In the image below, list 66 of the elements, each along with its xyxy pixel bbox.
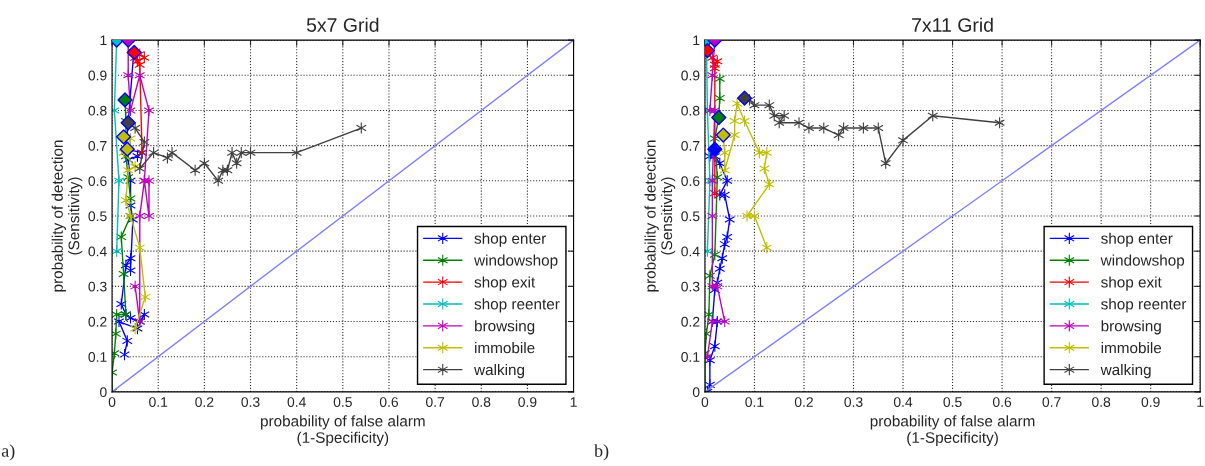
y-tick-label: 0.5 — [681, 211, 700, 222]
x-axis-title: probability of false alarm (1-Specificity) — [261, 415, 425, 446]
legend-label: immobile — [1101, 342, 1162, 354]
legend-label: shop reenter — [474, 298, 560, 313]
legend-label: immobile — [475, 342, 535, 354]
x-tick-label: 0.7 — [426, 397, 445, 407]
legend-label: walking — [474, 363, 525, 379]
legend-label: shop enter — [474, 232, 546, 247]
legend-label: shop exit — [474, 276, 536, 291]
x-tick-label: 0.2 — [794, 397, 813, 407]
y-tick-label: 0.9 — [681, 70, 700, 81]
x-tick-label: 0.3 — [844, 397, 863, 407]
x-tick-label: 0.1 — [149, 397, 168, 407]
y-tick-label: 0.9 — [88, 70, 107, 81]
y-tick-label: 0 — [100, 387, 107, 398]
y-tick-label: 0.6 — [681, 176, 700, 186]
y-tick-label: 0.2 — [88, 316, 107, 327]
legend-label: browsing — [475, 320, 535, 335]
y-tick-label: 0.2 — [681, 316, 700, 327]
y-tick-label: 1 — [100, 35, 107, 46]
legend-label: windowshop — [474, 254, 558, 269]
x-tick-label: 0.1 — [745, 397, 764, 407]
chart-title: 5x7 Grid — [306, 17, 379, 32]
y-tick-label: 0.4 — [681, 246, 700, 257]
y-tick-label: 0.8 — [681, 105, 700, 116]
y-axis-title: probability of detection (Sensitivity) — [644, 140, 676, 292]
x-tick-label: 0.6 — [379, 397, 399, 407]
y-tick-label: 0.4 — [88, 246, 107, 257]
y-tick-label: 0.7 — [88, 140, 107, 151]
x-tick-label: 0.9 — [1141, 397, 1160, 407]
x-tick-label: 0.9 — [518, 397, 537, 407]
text: b) — [594, 444, 609, 461]
y-tick-label: 0.6 — [88, 176, 107, 186]
x-tick-label: 1 — [570, 397, 577, 407]
y-tick-label: 0.8 — [88, 105, 107, 116]
legend-label: shop exit — [1101, 276, 1162, 291]
x-tick-label: 0.8 — [472, 397, 491, 407]
x-axis-title: probability of false alarm (1-Specificity) — [870, 415, 1035, 446]
x-tick-label: 0.5 — [333, 397, 352, 407]
y-tick-label: 0.7 — [681, 140, 700, 151]
x-tick-label: 0.6 — [992, 397, 1012, 407]
x-tick-label: 0.7 — [1042, 397, 1061, 407]
y-tick-label: 0 — [692, 387, 700, 398]
y-tick-label: 1 — [693, 35, 700, 46]
x-tick-label: 0.3 — [241, 397, 260, 407]
y-tick-label: 0.3 — [681, 281, 700, 292]
legend-label: shop reenter — [1101, 298, 1187, 313]
x-tick-label: 0.4 — [287, 397, 306, 407]
x-tick-label: 0.8 — [1092, 397, 1111, 407]
x-tick-label: 0.4 — [893, 397, 913, 407]
legend-label: shop enter — [1101, 232, 1173, 247]
x-tick-label: 0 — [108, 397, 116, 407]
legend-label: walking — [1100, 363, 1151, 379]
chart-title: 7x11 Grid — [912, 17, 993, 32]
y-tick-label: 0.1 — [88, 352, 107, 362]
y-tick-label: 0.3 — [88, 281, 107, 292]
text: a) — [1, 444, 15, 461]
legend-label: windowshop — [1100, 254, 1185, 269]
y-axis-title: probability of detection (Sensitivity) — [51, 140, 83, 292]
x-tick-label: 0.2 — [195, 397, 214, 407]
x-tick-label: 1 — [1197, 397, 1204, 407]
x-tick-label: 0 — [701, 397, 709, 407]
legend-label: browsing — [1101, 320, 1161, 335]
y-tick-label: 0.5 — [88, 211, 107, 222]
y-tick-label: 0.1 — [681, 352, 700, 362]
x-tick-label: 0.5 — [943, 397, 962, 407]
